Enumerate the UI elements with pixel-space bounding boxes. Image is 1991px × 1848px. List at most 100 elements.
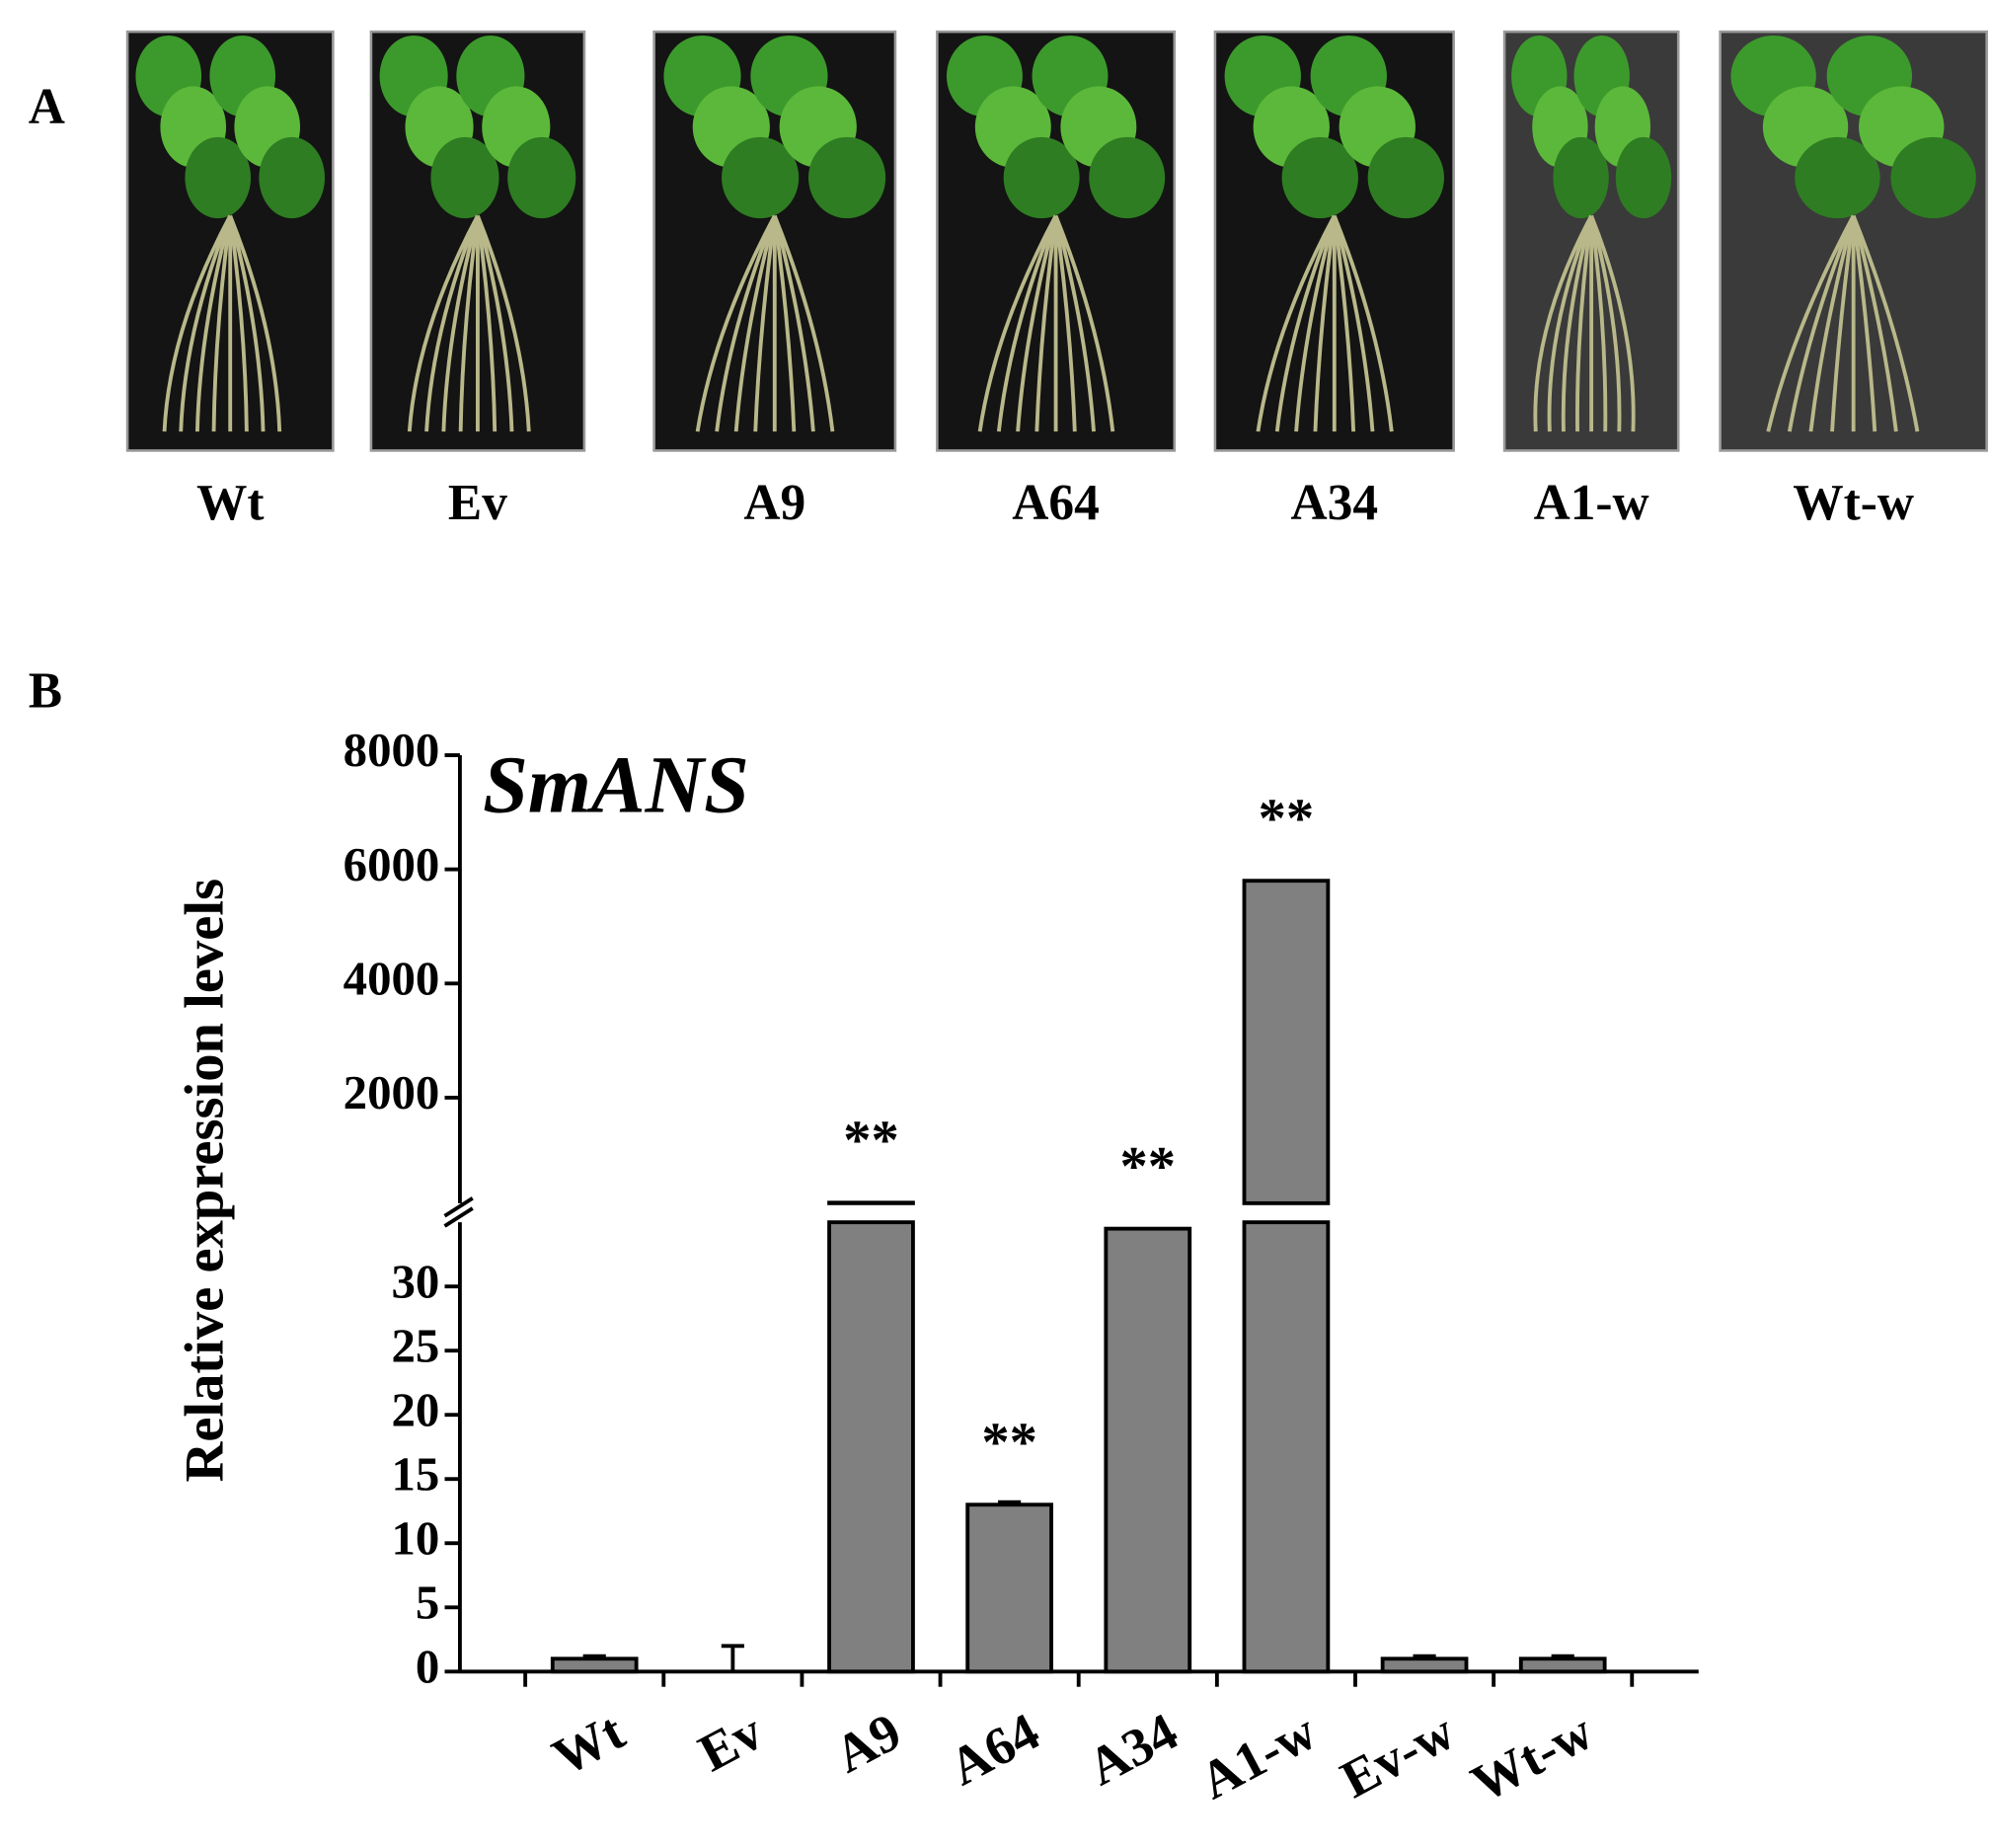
y-tick-label: 8000 [344, 723, 440, 777]
panel-label: A [29, 79, 65, 135]
root [1016, 215, 1058, 432]
leaf [1795, 136, 1880, 219]
leaf [1890, 136, 1976, 219]
root [1053, 215, 1096, 432]
x-tick-label: A64 [940, 1702, 1048, 1798]
root [715, 214, 777, 432]
root [1589, 215, 1608, 432]
leaf [430, 136, 499, 219]
root [476, 215, 498, 432]
root [1851, 215, 1898, 432]
root [1575, 215, 1594, 432]
bar [1518, 1656, 1607, 1674]
root [441, 215, 480, 432]
x-tick-label: Wt [543, 1702, 634, 1788]
photo-label: Wt-w [1793, 475, 1914, 531]
leaf [1553, 136, 1609, 219]
root [194, 215, 233, 432]
x-tick-label: Ev [689, 1702, 772, 1784]
root [424, 214, 480, 432]
panel-label: B [29, 662, 62, 719]
root [1589, 215, 1622, 432]
leaf [507, 136, 576, 219]
photo-label: A9 [743, 475, 805, 531]
photo-panel [125, 30, 1988, 452]
bar [1380, 1656, 1469, 1674]
bar [827, 1200, 915, 1205]
y-tick-label: 25 [392, 1318, 440, 1372]
root [772, 214, 835, 432]
bar [550, 1656, 639, 1674]
x-tick-label: A9 [825, 1702, 910, 1785]
root [407, 214, 480, 432]
root [458, 215, 480, 432]
y-tick-label: 6000 [344, 837, 440, 891]
root [162, 214, 232, 432]
x-tick-label: Ev-w [1332, 1702, 1464, 1810]
root [1787, 214, 1856, 432]
root [476, 215, 514, 432]
root [753, 215, 777, 432]
root [1808, 215, 1856, 432]
root [1533, 214, 1593, 432]
y-tick-label: 30 [392, 1254, 440, 1308]
leaf [807, 136, 886, 219]
root [772, 215, 797, 432]
y-axis-label: Relative expression levels [175, 879, 236, 1483]
photo-label: Ev [448, 475, 507, 531]
leaf [259, 136, 326, 219]
photo-label: A34 [1291, 475, 1379, 531]
root [476, 214, 531, 432]
y-tick-label: 4000 [344, 951, 440, 1005]
root [1851, 214, 1920, 432]
root [977, 214, 1058, 432]
chart-title: SmANS [483, 739, 749, 829]
root [1830, 215, 1856, 432]
leaf [1281, 136, 1358, 219]
y-tick-label: 0 [416, 1639, 439, 1693]
leaf [1615, 136, 1672, 219]
root [733, 215, 777, 432]
y-tick-label: 10 [392, 1510, 440, 1565]
root [1294, 215, 1337, 432]
root [1332, 215, 1356, 432]
root [772, 215, 815, 432]
x-tick-label: A34 [1078, 1702, 1187, 1798]
leaf [1089, 136, 1166, 219]
leaf [1367, 136, 1444, 219]
root [1313, 215, 1337, 432]
root [179, 214, 233, 432]
y-tick-label: 20 [392, 1382, 440, 1436]
root [1034, 215, 1058, 432]
root [1766, 214, 1856, 432]
y-tick-label: 2000 [344, 1065, 440, 1119]
significance: ** [1259, 788, 1315, 849]
axis-break [443, 1196, 474, 1218]
axis-break [443, 1206, 474, 1228]
root [1547, 214, 1593, 432]
y-tick-label: 5 [416, 1575, 439, 1629]
root [1274, 214, 1337, 432]
photo-label: A1-w [1534, 475, 1649, 531]
root [1851, 215, 1877, 432]
root [1332, 214, 1394, 432]
root [996, 214, 1058, 432]
root [211, 215, 233, 432]
x-tick-label: Wt-w [1462, 1702, 1602, 1814]
root [1332, 215, 1375, 432]
root [1589, 214, 1636, 432]
y-tick-label: 15 [392, 1446, 440, 1501]
leaf [722, 136, 800, 219]
root [228, 215, 266, 432]
root [695, 214, 777, 432]
significance: ** [981, 1412, 1037, 1473]
significance: ** [843, 1110, 899, 1171]
root [228, 214, 282, 432]
bar [965, 1502, 1053, 1674]
x-tick-label: A1-w [1190, 1702, 1326, 1811]
root [1053, 214, 1115, 432]
bar [827, 1220, 915, 1674]
bar [1242, 1220, 1331, 1674]
leaf [185, 136, 252, 219]
